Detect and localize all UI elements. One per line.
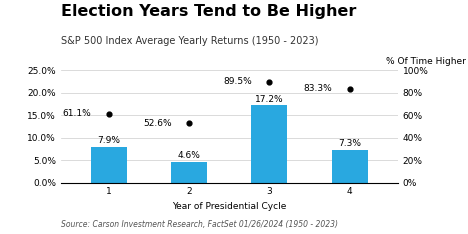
Text: Election Years Tend to Be Higher: Election Years Tend to Be Higher [61, 4, 356, 18]
Point [266, 80, 273, 84]
Point [185, 122, 193, 125]
Bar [251, 105, 287, 183]
Text: 7.9%: 7.9% [97, 136, 120, 146]
Text: 7.3%: 7.3% [338, 139, 361, 148]
Point [105, 112, 113, 116]
Text: 83.3%: 83.3% [303, 84, 332, 93]
Text: 61.1%: 61.1% [63, 109, 91, 118]
Text: % Of Time Higher: % Of Time Higher [386, 57, 466, 66]
Point [346, 87, 353, 91]
Text: 52.6%: 52.6% [143, 119, 172, 128]
Bar [91, 147, 127, 183]
Text: 89.5%: 89.5% [223, 77, 252, 87]
Bar [332, 150, 368, 183]
Text: S&P 500 Index Average Yearly Returns (1950 - 2023): S&P 500 Index Average Yearly Returns (19… [61, 36, 318, 46]
Text: 4.6%: 4.6% [178, 151, 201, 160]
X-axis label: Year of Presidential Cycle: Year of Presidential Cycle [172, 202, 286, 211]
Bar [171, 162, 207, 183]
Text: Source: Carson Investment Research, FactSet 01/26/2024 (1950 - 2023): Source: Carson Investment Research, Fact… [61, 220, 338, 229]
Text: 17.2%: 17.2% [255, 95, 284, 104]
